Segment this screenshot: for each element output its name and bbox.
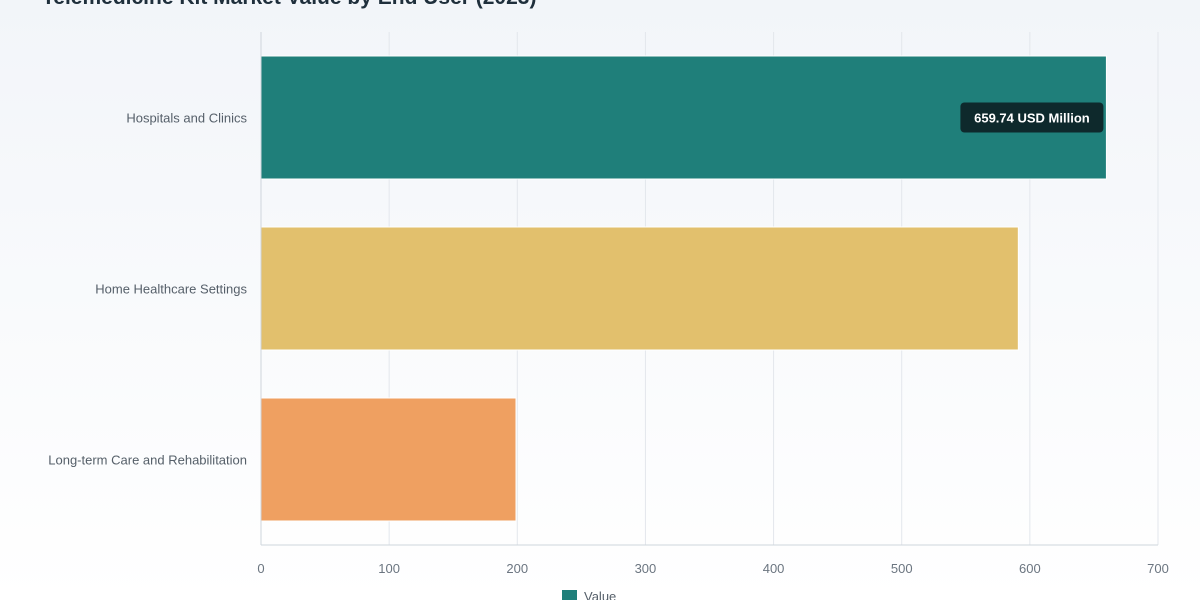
bar[interactable]	[260, 226, 1019, 351]
x-tick-label: 700	[1147, 561, 1169, 576]
x-tick-label: 300	[635, 561, 657, 576]
legend[interactable]: Value	[562, 589, 616, 600]
legend-label[interactable]: Value	[584, 589, 616, 600]
x-tick-label: 100	[378, 561, 400, 576]
category-label: Hospitals and Clinics	[126, 111, 247, 126]
legend-swatch[interactable]	[562, 590, 577, 600]
axes	[260, 32, 1158, 546]
category-label: Home Healthcare Settings	[95, 282, 247, 297]
chart-title: Telemedicine Kit Market Value by End Use…	[42, 0, 536, 10]
tooltip: 659.74 USD Million	[960, 102, 1104, 133]
category-labels: Hospitals and Clinics Home Healthcare Set…	[48, 111, 247, 468]
x-tick-label: 400	[763, 561, 785, 576]
x-tick-label: 500	[891, 561, 913, 576]
x-tick-label: 0	[257, 561, 264, 576]
category-label: Long-term Care and Rehabilitation	[48, 453, 247, 468]
tooltip-text: 659.74 USD Million	[974, 111, 1090, 126]
tooltip-box	[960, 102, 1104, 133]
x-tick-labels: 0 100 200 300 400 500 600 700	[257, 561, 1168, 576]
bar[interactable]	[260, 397, 517, 522]
x-tick-label: 200	[506, 561, 528, 576]
x-tick-label: 600	[1019, 561, 1041, 576]
